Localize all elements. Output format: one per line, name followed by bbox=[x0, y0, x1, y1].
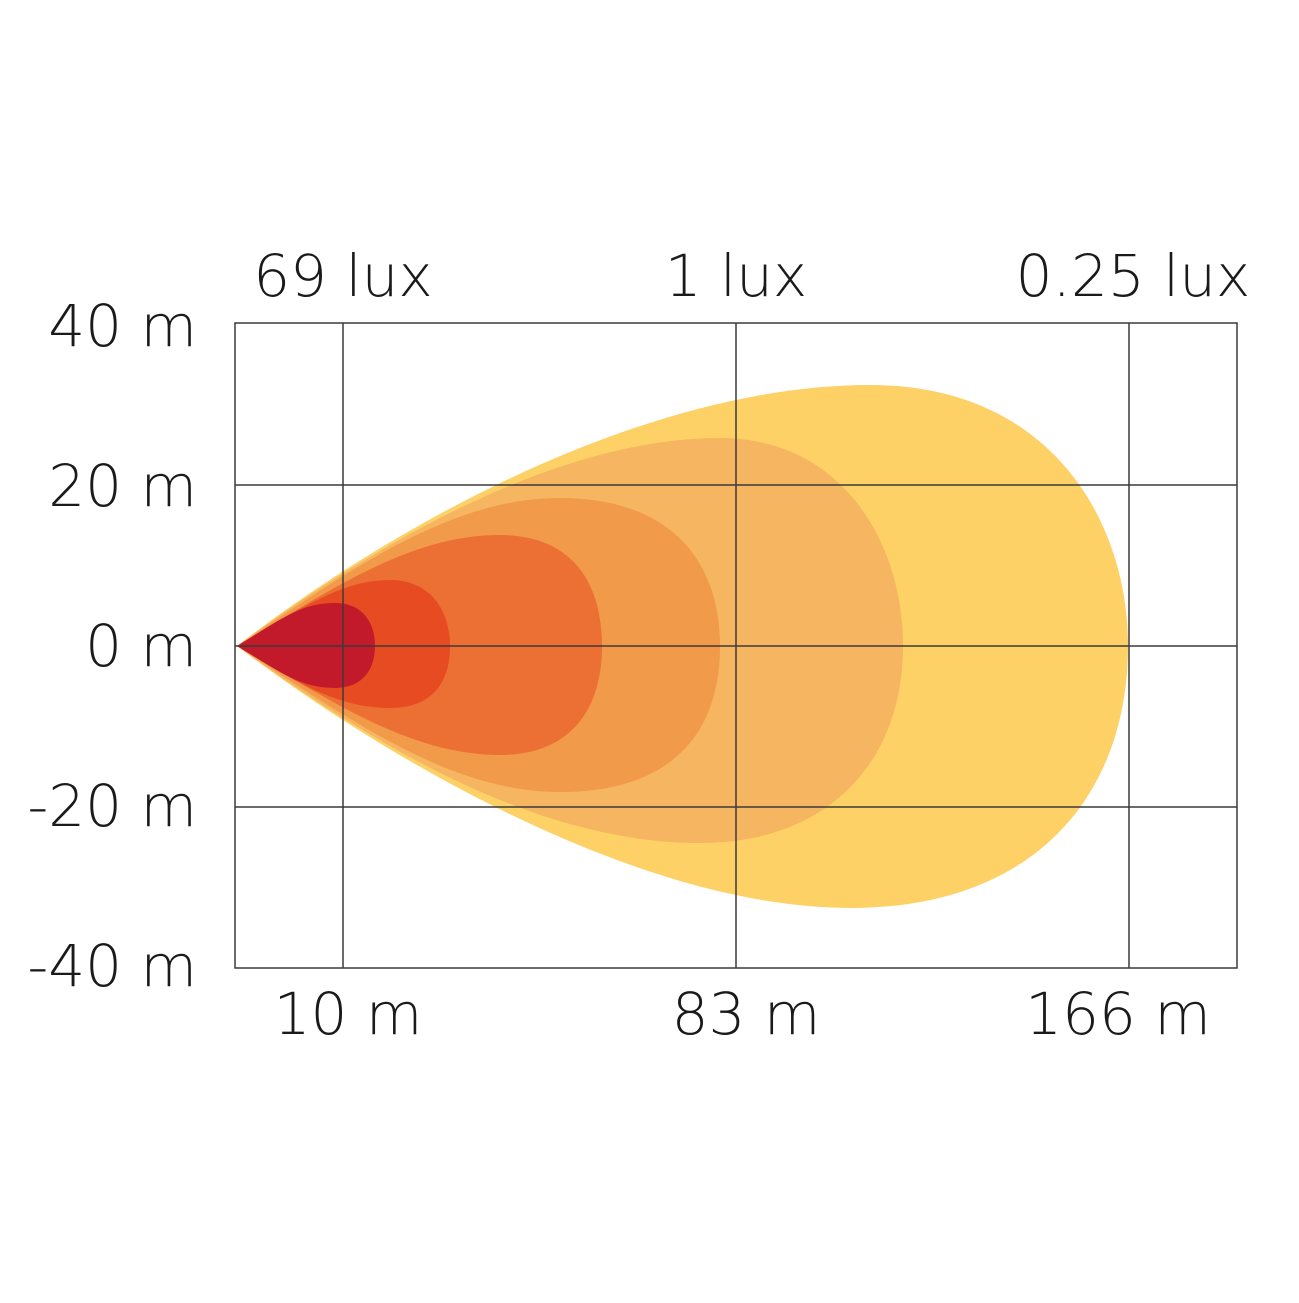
lux-label: 0.25 lux bbox=[1016, 242, 1251, 310]
x-label: 83 m bbox=[672, 980, 821, 1048]
y-label: -40 m bbox=[27, 932, 197, 1000]
y-label: 0 m bbox=[85, 612, 197, 680]
grid bbox=[234, 322, 1238, 969]
x-label: 166 m bbox=[1025, 980, 1211, 1048]
lux-labels: 69 lux 1 lux 0.25 lux bbox=[253, 242, 1250, 310]
lux-label: 69 lux bbox=[253, 242, 432, 310]
x-labels: 10 m 83 m 166 m bbox=[274, 980, 1211, 1048]
x-label: 10 m bbox=[274, 980, 423, 1048]
y-labels: 40 m 20 m 0 m -20 m -40 m bbox=[27, 292, 197, 1000]
y-label: 40 m bbox=[48, 292, 197, 360]
y-label: 20 m bbox=[48, 452, 197, 520]
y-label: -20 m bbox=[27, 772, 197, 840]
lux-label: 1 lux bbox=[665, 242, 808, 310]
